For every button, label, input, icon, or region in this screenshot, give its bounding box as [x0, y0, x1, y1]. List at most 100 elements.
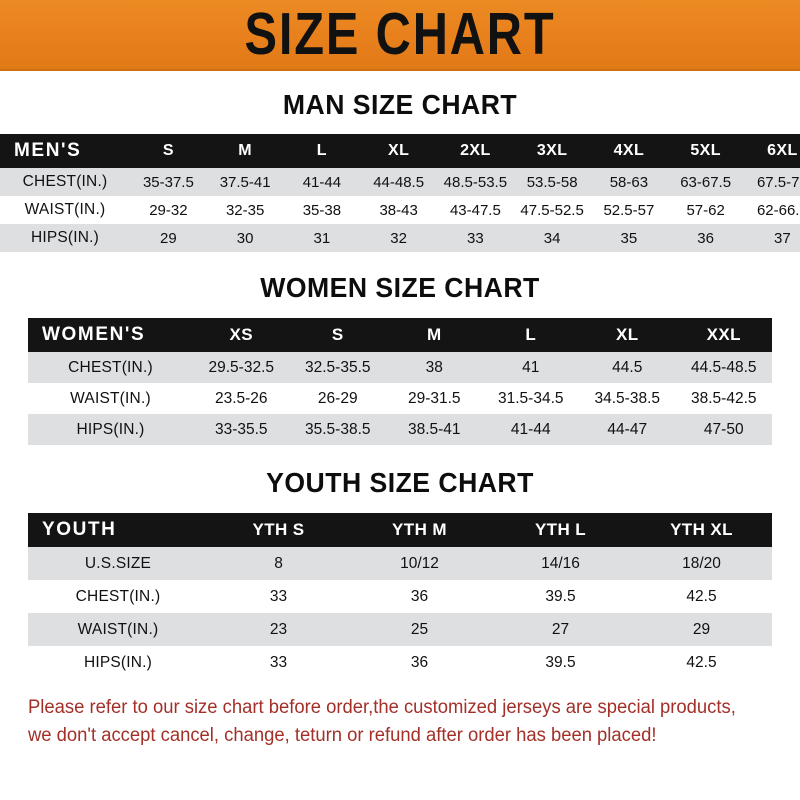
youth-size-table: YOUTH YTH S YTH M YTH L YTH XL U.S.SIZE … [28, 513, 772, 679]
table-cell: 53.5-58 [526, 173, 578, 191]
table-cell: 37 [774, 229, 791, 247]
table-cell: 30 [236, 229, 254, 247]
table-cell: 35-37.5 [142, 173, 194, 191]
women-col-xl: XL [615, 325, 639, 344]
man-col-4xl: 4XL [613, 142, 645, 159]
table-cell: 18/20 [682, 554, 721, 572]
order-policy-note: Please refer to our size chart before or… [28, 679, 750, 749]
man-table-body: CHEST(IN.) 35-37.5 37.5-41 41-44 44-48.5… [0, 168, 800, 252]
table-cell: 32-35 [225, 201, 265, 219]
women-table-header: WOMEN'S XS S M L XL XXL [28, 318, 772, 352]
table-cell: 44-48.5 [373, 173, 425, 191]
table-cell: 35-38 [302, 201, 342, 219]
table-cell: 29 [692, 620, 711, 638]
table-cell: 42.5 [686, 587, 717, 605]
table-row: HIPS(IN.) 29 30 31 32 33 34 35 36 37 [0, 224, 800, 252]
table-cell: 43-47.5 [449, 201, 501, 219]
table-cell: 36 [697, 229, 714, 247]
man-col-s: S [162, 142, 174, 159]
table-cell: 8 [274, 554, 283, 572]
table-header-row: MEN'S S M L XL 2XL 3XL 4XL 5XL 6XL [0, 134, 800, 168]
women-size-table: WOMEN'S XS S M L XL XXL CHEST(IN.) 29.5-… [28, 318, 772, 445]
youth-row-label-hips: HIPS(IN.) [83, 653, 153, 671]
table-header-row: WOMEN'S XS S M L XL XXL [28, 318, 772, 352]
man-col-xl: XL [388, 142, 410, 159]
table-header-row: YOUTH YTH S YTH M YTH L YTH XL [28, 513, 772, 547]
table-cell: 34.5-38.5 [594, 389, 661, 407]
table-cell: 38.5-41 [407, 420, 461, 438]
table-row: CHEST(IN.) 29.5-32.5 32.5-35.5 38 41 44.… [28, 352, 772, 383]
table-cell: 47.5-52.5 [520, 201, 584, 219]
man-col-l: L [316, 142, 327, 159]
table-cell: 23.5-26 [214, 389, 268, 407]
table-cell: 31.5-34.5 [498, 389, 564, 407]
table-cell: 33 [467, 229, 484, 247]
table-cell: 23 [269, 620, 288, 638]
table-cell: 41-44 [302, 173, 342, 191]
table-row: U.S.SIZE 8 10/12 14/16 18/20 [28, 547, 772, 580]
youth-col-xl: YTH XL [670, 520, 733, 539]
youth-col-s: YTH S [252, 520, 305, 539]
youth-section-title: YOUTH SIZE CHART [266, 467, 534, 498]
table-cell: 29-32 [149, 201, 188, 219]
table-row: WAIST(IN.) 29-32 32-35 35-38 38-43 43-47… [0, 196, 800, 224]
women-row-label-chest: CHEST(IN.) [68, 358, 153, 376]
table-row: HIPS(IN.) 33 36 39.5 42.5 [28, 646, 772, 679]
table-cell: 38.5-42.5 [691, 389, 757, 407]
table-cell: 52.5-57 [603, 201, 655, 219]
table-cell: 44.5 [612, 358, 643, 376]
table-cell: 57-62 [686, 201, 725, 219]
youth-row-label-us-size: U.S.SIZE [84, 554, 152, 572]
youth-col-l: YTH L [534, 520, 587, 539]
man-col-m: M [238, 142, 252, 159]
man-row-label-header: MEN'S [14, 140, 82, 161]
women-col-s: S [331, 325, 344, 344]
table-cell: 37.5-41 [219, 173, 271, 191]
women-col-xs: XS [229, 325, 253, 344]
table-cell: 33 [269, 587, 288, 605]
table-cell: 44.5-48.5 [691, 358, 757, 376]
table-cell: 25 [410, 620, 429, 638]
table-cell: 35 [620, 229, 638, 247]
table-cell: 48.5-53.5 [443, 173, 508, 191]
table-row: WAIST(IN.) 23.5-26 26-29 29-31.5 31.5-34… [28, 383, 772, 414]
table-cell: 42.5 [686, 653, 717, 671]
man-size-table: MEN'S S M L XL 2XL 3XL 4XL 5XL 6XL CHEST… [0, 134, 800, 252]
table-cell: 10/12 [400, 554, 439, 572]
youth-table-body: U.S.SIZE 8 10/12 14/16 18/20 CHEST(IN.) … [28, 547, 772, 679]
table-cell: 32 [390, 229, 407, 247]
table-cell: 36 [410, 587, 429, 605]
table-cell: 14/16 [541, 554, 580, 572]
women-row-label-hips: HIPS(IN.) [76, 420, 145, 438]
youth-row-label-chest: CHEST(IN.) [75, 587, 161, 605]
women-table-body: CHEST(IN.) 29.5-32.5 32.5-35.5 38 41 44.… [28, 352, 772, 445]
man-col-5xl: 5XL [690, 142, 721, 159]
table-row: CHEST(IN.) 33 36 39.5 42.5 [28, 580, 772, 613]
table-row: HIPS(IN.) 33-35.5 35.5-38.5 38.5-41 41-4… [28, 414, 772, 445]
table-cell: 39.5 [545, 653, 576, 671]
order-policy-note-line1: Please refer to our size chart before or… [28, 697, 736, 718]
table-cell: 31 [313, 229, 331, 247]
table-cell: 41 [522, 358, 540, 376]
youth-row-label-waist: WAIST(IN.) [77, 620, 159, 638]
youth-row-label-header: YOUTH [42, 519, 117, 540]
table-cell: 33 [269, 653, 288, 671]
women-col-l: L [525, 325, 537, 344]
women-row-label-header: WOMEN'S [42, 324, 146, 345]
man-col-6xl: 6XL [767, 142, 798, 159]
youth-col-m: YTH M [392, 520, 447, 539]
man-row-label-chest: CHEST(IN.) [22, 173, 108, 190]
order-policy-note-line2: we don't accept cancel, change, teturn o… [28, 724, 657, 746]
table-cell: 47-50 [703, 420, 744, 438]
women-section-title: WOMEN SIZE CHART [260, 272, 540, 303]
man-row-label-hips: HIPS(IN.) [30, 229, 100, 246]
man-row-label-waist: WAIST(IN.) [24, 201, 106, 218]
table-cell: 29.5-32.5 [208, 358, 275, 376]
table-cell: 36 [410, 653, 429, 671]
table-cell: 39.5 [545, 587, 576, 605]
table-cell: 38 [425, 358, 443, 376]
women-col-m: M [426, 325, 442, 344]
table-row: CHEST(IN.) 35-37.5 37.5-41 41-44 44-48.5… [0, 168, 800, 196]
table-cell: 62-66.5 [756, 201, 800, 219]
